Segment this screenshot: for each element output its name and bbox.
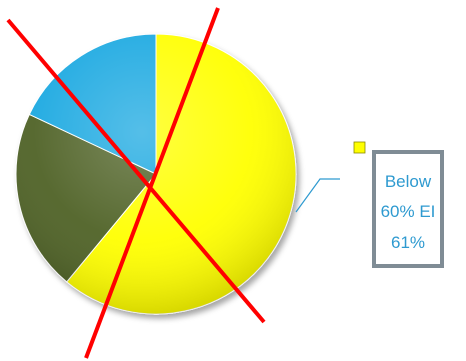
cross-out-line-1 (6, 18, 266, 324)
callout-line-1: Below (385, 172, 432, 191)
cross-out-line-2 (84, 7, 220, 359)
callout-box (372, 150, 444, 268)
callout-line-2: 60% EI (381, 202, 436, 221)
callout-leader-line (295, 178, 340, 213)
legend-marker (353, 141, 366, 154)
callout-line-3: 61% (391, 233, 425, 252)
